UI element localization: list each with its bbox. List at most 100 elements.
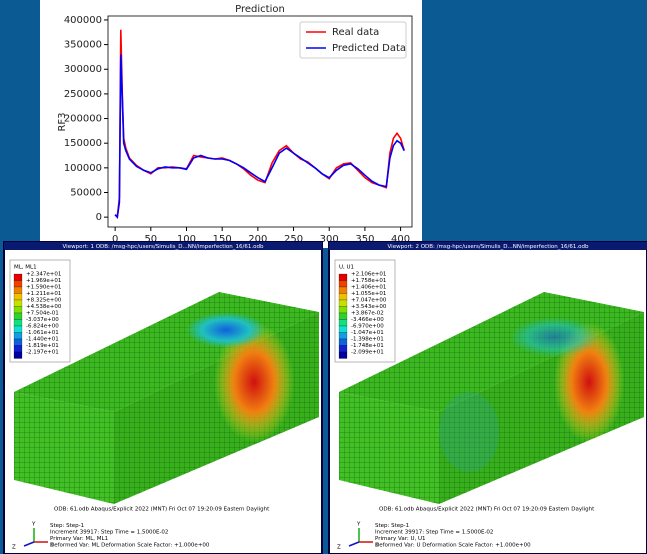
legend [299,21,407,59]
info-text: Increment 39917: Step Time = 1.5000E-02 [50,530,168,536]
legend-value: +3.867e-02 [351,311,384,317]
legend-band [338,293,348,301]
legend-label: Predicted Data [332,43,406,54]
legend-value: -1.748e+01 [351,343,384,349]
x-tick-label: 50 [144,234,157,245]
legend-value: -2.197e+01 [26,350,59,356]
legend-value: +1.758e+01 [351,278,386,284]
viewport-title: Viewport: 1 ODB: /msg-hpc/users/Simulis_… [63,244,264,250]
series-line [114,54,405,219]
body-mesh [14,392,114,504]
legend-band [338,332,348,340]
y-axis-label: RF3 [57,112,68,131]
legend-value: +1.055e+01 [351,291,386,297]
legend-band [338,319,348,327]
body-mesh [339,392,439,504]
x-tick-label: 400 [391,234,410,245]
model-body [14,292,319,504]
legend-band [13,351,23,359]
x-tick-label: 350 [355,234,374,245]
y-tick-label: 50000 [70,187,102,198]
legend-band [338,338,348,346]
legend-band [13,345,23,353]
x-tick-label: 150 [213,234,232,245]
chart-title: Prediction [235,4,285,15]
info-text: Primary Var: U, U1 [375,536,426,542]
x-tick-label: 0 [112,234,118,245]
legend-value: -3.466e+00 [351,317,384,323]
legend-band [338,273,348,281]
info-text: Increment 39917: Step Time = 1.5000E-02 [375,530,493,536]
viewport-titlebar [4,242,322,250]
legend-band [338,306,348,314]
legend-value: +1.406e+01 [351,285,386,291]
y-tick-label: 250000 [64,89,102,100]
info-text: Deformed Var: ML Deformation Scale Facto… [50,543,210,549]
legend-band [338,351,348,359]
legend-title: ML, ML1 [14,265,37,271]
triad-label: Z [337,545,341,551]
legend-value: -2.099e+01 [351,350,384,356]
y-tick-label: 350000 [64,40,102,51]
info-text: Primary Var: ML, ML1 [50,536,108,542]
info-text: ODB: 61.odb Abaqus/Explicit 2022 (MNT) F… [54,507,270,513]
legend-title: U, U1 [339,265,354,271]
legend-band [13,293,23,301]
info-text: Step: Step-1 [50,523,84,529]
triad-label: Z [12,545,16,551]
legend-value: -1.819e+01 [26,343,59,349]
triad-label: X [50,543,54,549]
x-tick-label: 300 [320,234,339,245]
legend-band [338,345,348,353]
legend-value: +3.543e+00 [351,304,387,310]
cold-zone [186,312,266,348]
triad-label: X [375,543,379,549]
legend-band [13,273,23,281]
legend-band [338,286,348,294]
legend-band [13,306,23,314]
mid-zone [439,392,499,472]
legend-value: +2.347e+01 [26,272,61,278]
legend-band [13,299,23,307]
info-text: Step: Step-1 [375,523,409,529]
legend-band [338,280,348,288]
viewport-title: Viewport: 2 ODB: /msg-hpc/users/Simulis_… [388,244,589,250]
x-tick-label: 100 [177,234,196,245]
x-tick-label: 200 [248,234,267,245]
legend-value: +1.211e+01 [26,291,61,297]
legend-band [338,312,348,320]
legend-value: -1.440e+01 [26,337,59,343]
legend-band [13,312,23,320]
legend-band [13,280,23,288]
triad-z [348,541,360,547]
viewport-titlebar [329,242,647,250]
legend-value: -3.037e+00 [26,317,59,323]
triad-label: Y [356,522,361,528]
legend-value: +1.590e+01 [26,285,61,291]
y-tick-label: 200000 [64,114,102,125]
legend-value: -6.824e+00 [26,324,59,330]
legend-band [13,332,23,340]
legend-value: +4.538e+00 [26,304,62,310]
info-text: ODB: 61.odb Abaqus/Explicit 2022 (MNT) F… [379,507,595,513]
legend-value: -1.047e+01 [351,330,384,336]
axes-frame [107,15,413,228]
legend-band [13,338,23,346]
legend-band [338,299,348,307]
legend-value: +1.969e+01 [26,278,61,284]
y-tick-label: 0 [96,212,102,223]
legend-value: +8.325e+00 [26,298,62,304]
legend-value: -6.970e+00 [351,324,384,330]
legend-value: -1.398e+01 [351,337,384,343]
triad-z [23,541,35,547]
y-tick-label: 150000 [64,138,102,149]
y-tick-label: 400000 [64,15,102,26]
legend-band [338,325,348,333]
legend-band [13,286,23,294]
hot-zone [214,322,294,442]
legend-value: -1.061e+01 [26,330,59,336]
legend-value: +7.504e-01 [26,311,59,317]
model-body [339,292,644,504]
info-text: Deformed Var: U Deformation Scale Factor… [375,543,531,549]
